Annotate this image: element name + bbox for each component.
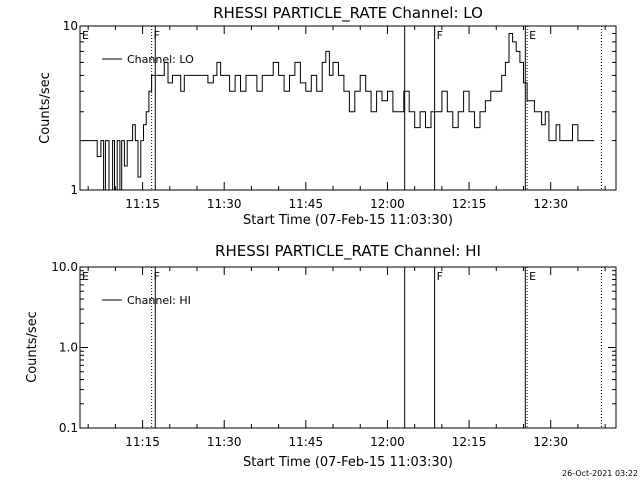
top-panel: 11:15 11:30 11:45 12:00 12:15 12:30 1 10 E F F E Cha… [63,19,617,211]
top-y-axis-label: Counts/sec [38,72,53,144]
bottom-x-tick-label: 12:00 [370,435,405,449]
bottom-legend: Channel: HI [102,294,191,307]
top-x-tick-label: 11:45 [289,197,324,211]
bottom-x-axis-label: Start Time (07-Feb-15 11:03:30) [243,455,453,470]
generation-timestamp: 26-Oct-2021 03:22 [562,469,638,478]
bottom-x-tick-label: 11:30 [207,435,242,449]
top-x-tick-label: 12:15 [452,197,487,211]
bottom-event-marker-label: F [437,270,443,283]
bottom-x-tick-label: 11:15 [125,435,160,449]
bottom-y-axis-label: Counts/sec [25,311,40,383]
bottom-chart-title: RHESSI PARTICLE_RATE Channel: HI [215,242,481,261]
top-event-marker-label: F [154,29,160,42]
bottom-x-tick-label: 12:30 [533,435,568,449]
bottom-plot-frame [79,266,617,429]
bottom-x-tick-label: 12:15 [452,435,487,449]
top-chart-title: RHESSI PARTICLE_RATE Channel: LO [213,4,483,23]
top-y-tick-label: 10 [63,19,78,33]
top-x-tick-label: 12:00 [370,197,405,211]
top-event-marker-label: F [437,29,443,42]
top-x-axis-label: Start Time (07-Feb-15 11:03:30) [243,213,453,228]
top-y-tick-label: 1 [70,183,78,197]
bottom-x-tick-label: 11:45 [289,435,324,449]
bottom-legend-label: Channel: HI [127,294,191,307]
top-x-tick-label: 11:15 [125,197,160,211]
top-x-tick-label: 12:30 [533,197,568,211]
bottom-y-tick-label: 1.0 [59,341,78,355]
top-event-marker-label: E [529,29,536,42]
top-plot-frame [79,25,617,191]
bottom-event-marker-label: E [82,270,89,283]
top-event-marker-label: E [82,29,89,42]
top-series-line [82,33,595,191]
bottom-y-tick-label: 10.0 [51,260,78,274]
bottom-panel: 11:15 11:30 11:45 12:00 12:15 12:30 0.1 1.0 10.0… [51,260,617,449]
top-x-tick-label: 11:30 [207,197,242,211]
bottom-event-marker-label: F [154,270,160,283]
chart-marks: 11:15 11:30 11:45 12:00 12:15 12:30 1 10 E F F E Cha… [51,19,617,449]
bottom-y-tick-label: 0.1 [59,421,78,435]
top-legend-label: Channel: LO [127,53,194,66]
bottom-event-marker-label: E [529,270,536,283]
top-legend: Channel: LO [102,53,194,66]
